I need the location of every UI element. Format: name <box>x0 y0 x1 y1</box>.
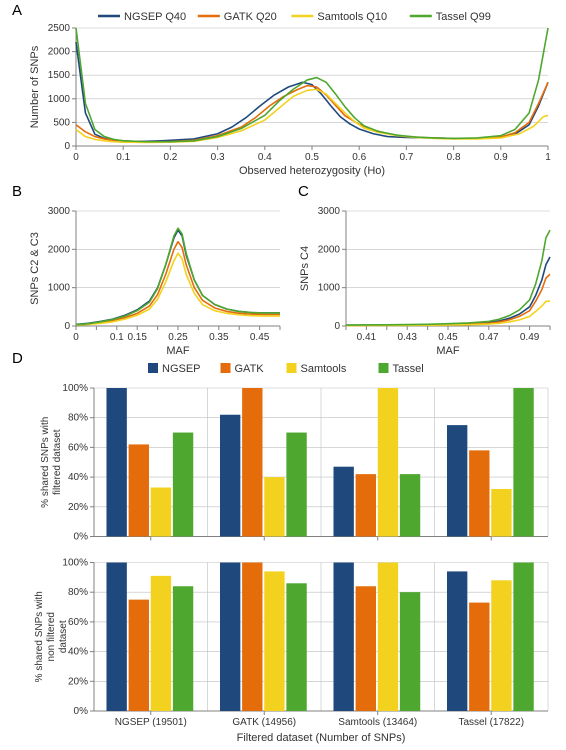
svg-text:0.4: 0.4 <box>258 152 272 163</box>
svg-text:Filtered dataset (Number of SN: Filtered dataset (Number of SNPs) <box>237 732 406 744</box>
svg-text:0: 0 <box>73 332 79 343</box>
svg-text:non filtered: non filtered <box>46 612 57 661</box>
panel-d-chart: NGSEP GATK Samtools Tassel 0% 20% 40% 60% 80% 100… <box>28 360 558 745</box>
svg-text:MAF: MAF <box>436 345 460 357</box>
svg-text:2000: 2000 <box>318 244 341 255</box>
svg-text:0.3: 0.3 <box>211 152 225 163</box>
svg-text:40%: 40% <box>68 472 88 483</box>
svg-text:0.49: 0.49 <box>520 332 540 343</box>
svg-text:0.41: 0.41 <box>357 332 377 343</box>
svg-text:1000: 1000 <box>48 94 71 105</box>
svg-text:100%: 100% <box>62 558 88 569</box>
svg-text:0%: 0% <box>74 706 89 717</box>
svg-text:0.45: 0.45 <box>250 332 270 343</box>
svg-text:500: 500 <box>53 117 70 128</box>
svg-text:100%: 100% <box>62 383 88 394</box>
svg-text:20%: 20% <box>68 502 88 513</box>
svg-text:Number of SNPs: Number of SNPs <box>29 45 41 128</box>
panel-c-chart: 0.41 0.43 0.45 0.47 0.49 0 1000 2000 3000 MAF SNPs… <box>298 203 558 358</box>
svg-text:0.1: 0.1 <box>110 332 124 343</box>
svg-text:Tassel (17822): Tassel (17822) <box>458 717 524 728</box>
panel-a-chart: 0 0.1 0.2 0.3 0.4 0.5 0.6 0.7 0.8 0.9 1 0 500 1000 150… <box>28 8 558 178</box>
svg-text:2000: 2000 <box>48 47 71 58</box>
svg-text:80%: 80% <box>68 587 88 598</box>
panel-b-chart: 0 0.10.15 0.25 0.35 0.45 0 1000 2000 3000 MAF SNPs… <box>28 203 288 358</box>
svg-text:% shared SNPs with: % shared SNPs with <box>40 417 51 508</box>
svg-text:0.15: 0.15 <box>127 332 147 343</box>
svg-text:1: 1 <box>545 152 551 163</box>
svg-text:0.47: 0.47 <box>479 332 499 343</box>
svg-text:0.5: 0.5 <box>305 152 319 163</box>
svg-text:60%: 60% <box>68 617 88 628</box>
svg-text:MAF: MAF <box>166 345 190 357</box>
svg-text:0.2: 0.2 <box>163 152 177 163</box>
svg-text:0.35: 0.35 <box>209 332 229 343</box>
panel-a-label: A <box>12 2 22 19</box>
svg-text:0.25: 0.25 <box>168 332 188 343</box>
svg-text:0.1: 0.1 <box>116 152 130 163</box>
svg-text:GATK Q20: GATK Q20 <box>224 11 277 23</box>
svg-text:80%: 80% <box>68 413 88 424</box>
svg-text:% shared SNPs with: % shared SNPs with <box>34 591 45 682</box>
panel-b-label: B <box>12 183 22 200</box>
svg-text:2500: 2500 <box>48 23 71 34</box>
svg-text:Samtools Q10: Samtools Q10 <box>317 11 387 23</box>
svg-text:Tassel: Tassel <box>393 363 424 375</box>
svg-text:filtered dataset: filtered dataset <box>52 429 63 495</box>
svg-text:NGSEP: NGSEP <box>162 363 201 375</box>
panel-d-label: D <box>12 350 23 367</box>
svg-text:0.8: 0.8 <box>447 152 461 163</box>
svg-text:0.7: 0.7 <box>399 152 413 163</box>
panel-c-label: C <box>298 183 309 200</box>
svg-text:1000: 1000 <box>318 283 341 294</box>
svg-text:0.9: 0.9 <box>494 152 508 163</box>
svg-text:0: 0 <box>73 152 79 163</box>
svg-text:NGSEP Q40: NGSEP Q40 <box>124 11 186 23</box>
svg-text:1500: 1500 <box>48 70 71 81</box>
svg-text:Samtools: Samtools <box>301 363 347 375</box>
svg-text:dataset: dataset <box>58 620 69 653</box>
svg-text:20%: 20% <box>68 676 88 687</box>
svg-text:Tassel Q99: Tassel Q99 <box>436 11 491 23</box>
svg-text:0%: 0% <box>74 532 89 543</box>
svg-text:SNPs C2 & C3: SNPs C2 & C3 <box>29 232 41 305</box>
svg-text:GATK: GATK <box>235 363 265 375</box>
svg-text:60%: 60% <box>68 442 88 453</box>
svg-text:0: 0 <box>64 141 70 152</box>
svg-text:40%: 40% <box>68 647 88 658</box>
svg-text:2000: 2000 <box>48 244 71 255</box>
svg-text:3000: 3000 <box>318 206 341 217</box>
svg-text:GATK (14956): GATK (14956) <box>232 717 296 728</box>
svg-text:1000: 1000 <box>48 283 71 294</box>
svg-text:Samtools (13464): Samtools (13464) <box>338 717 417 728</box>
svg-text:SNPs C4: SNPs C4 <box>299 246 311 291</box>
svg-text:0.43: 0.43 <box>397 332 417 343</box>
svg-text:0: 0 <box>334 321 340 332</box>
svg-text:0.45: 0.45 <box>438 332 458 343</box>
svg-text:Observed heterozygosity (Ho): Observed heterozygosity (Ho) <box>239 165 385 177</box>
svg-text:NGSEP (19501): NGSEP (19501) <box>115 717 187 728</box>
svg-text:0: 0 <box>64 321 70 332</box>
svg-text:0.6: 0.6 <box>352 152 366 163</box>
svg-text:3000: 3000 <box>48 206 71 217</box>
